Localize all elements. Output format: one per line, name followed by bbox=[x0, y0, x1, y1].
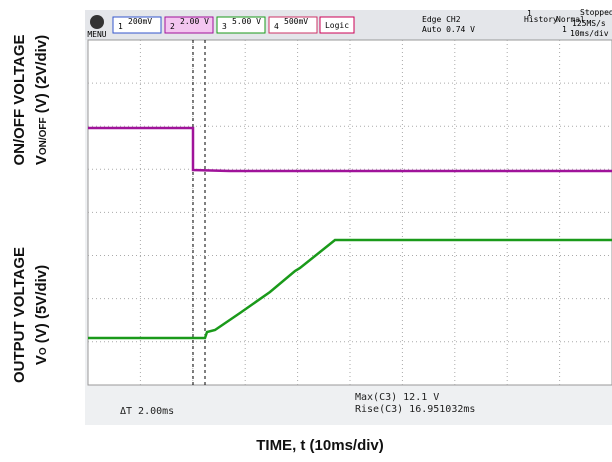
menu-icon[interactable] bbox=[90, 15, 104, 29]
unit: (V) (2V/div) bbox=[33, 35, 50, 118]
y-label: ON/OFF VOLTAGE bbox=[11, 34, 28, 165]
figure: MENU 1 200mV 2 2.00 V 3 5.00 V 4 500mV Logic Ed… bbox=[0, 0, 612, 462]
symbol: V bbox=[33, 355, 50, 365]
channel-scale: 200mV bbox=[128, 17, 152, 26]
delta-t: ΔT 2.00ms bbox=[120, 406, 174, 417]
history-num: 1 bbox=[527, 9, 532, 18]
channel-scale: 2.00 V bbox=[180, 17, 209, 26]
channel-scale: 500mV bbox=[284, 17, 308, 26]
status: Stopped bbox=[580, 8, 612, 17]
y-label: VO (V) (5V/div) bbox=[33, 265, 50, 365]
menu-label[interactable]: MENU bbox=[87, 30, 106, 39]
trigger: Edge CH2 bbox=[422, 15, 461, 24]
rise: Rise(C3) 16.951032ms bbox=[355, 404, 475, 415]
channel-scale: 5.00 V bbox=[232, 17, 261, 26]
mode-num: 1 bbox=[562, 25, 567, 34]
channel-num: 4 bbox=[274, 22, 279, 31]
unit: (V) (5V/div) bbox=[33, 265, 50, 348]
trigger: Auto 0.74 V bbox=[422, 25, 475, 34]
logic[interactable]: Logic bbox=[325, 21, 349, 30]
timebase: 10ms/div bbox=[570, 29, 609, 38]
y-label: VON/OFF (V) (2V/div) bbox=[33, 35, 50, 165]
rate: 125MS/s bbox=[572, 19, 606, 28]
y-label: OUTPUT VOLTAGE bbox=[11, 247, 28, 383]
symbol: V bbox=[33, 155, 50, 165]
max: Max(C3) 12.1 V bbox=[355, 392, 439, 403]
channel-num: 3 bbox=[222, 22, 227, 31]
x-label: TIME, t (10ms/div) bbox=[256, 437, 384, 454]
channel-num: 1 bbox=[118, 22, 123, 31]
channel-num: 2 bbox=[170, 22, 175, 31]
subscript: ON/OFF bbox=[38, 117, 49, 155]
